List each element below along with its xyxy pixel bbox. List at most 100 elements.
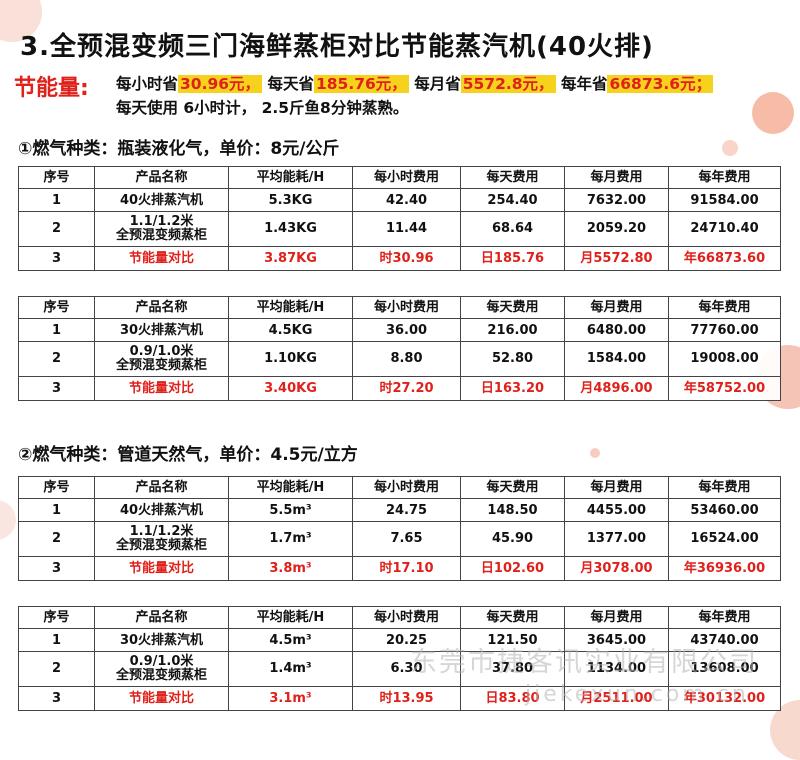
product-type: 全预混变频蒸柜 [115, 228, 207, 243]
header-yearly-cost: 每年费用 [668, 606, 781, 629]
cell-energy: 5.3KG [228, 188, 353, 212]
section-heading-natural-gas: ②燃气种类：管道天然气，单价：4.5元/立方 [18, 445, 358, 465]
day-savings-value: 185.76元， [313, 75, 409, 93]
cell-monthly: 3645.00 [564, 628, 669, 652]
header-monthly-cost: 每月费用 [564, 606, 669, 629]
cell-seq: 3 [18, 376, 95, 401]
page-title: 3.全预混变频三门海鲜蒸柜对比节能蒸汽机(40火排) [20, 32, 654, 62]
savings-summary: 每小时省 30.96元， 每天省 185.76元， 每月省 5572.8元， 每年省 6… [116, 72, 714, 94]
cell-energy: 3.40KG [228, 376, 353, 401]
cell-yearly: 年36936.00 [668, 556, 781, 581]
cell-product: 40火排蒸汽机 [94, 188, 229, 212]
cell-product: 0.9/1.0米 全预混变频蒸柜 [94, 341, 229, 377]
cell-seq: 3 [18, 686, 95, 711]
cell-seq: 1 [18, 188, 95, 212]
product-size: 1.1/1.2米 [129, 524, 194, 539]
table-row-savings: 3 节能量对比 3.87KG 时30.96 日185.76 月5572.80 年… [18, 246, 781, 271]
cell-daily: 日163.20 [460, 376, 565, 401]
cell-energy: 3.1m³ [228, 686, 353, 711]
cell-monthly: 月2511.00 [564, 686, 669, 711]
cell-yearly: 77760.00 [668, 318, 781, 342]
cell-yearly: 年30132.00 [668, 686, 781, 711]
cell-yearly: 16524.00 [668, 521, 781, 557]
header-hourly-cost: 每小时费用 [352, 476, 461, 499]
cell-daily: 45.90 [460, 521, 565, 557]
header-daily-cost: 每天费用 [460, 296, 565, 319]
cell-seq: 3 [18, 556, 95, 581]
product-size: 0.9/1.0米 [129, 344, 194, 359]
cell-hourly: 时30.96 [352, 246, 461, 271]
section-heading-lpg: ①燃气种类：瓶装液化气，单价：8元/公斤 [18, 139, 340, 159]
site-watermark: jiekexun.com.cn [525, 682, 749, 707]
cell-daily: 68.64 [460, 211, 565, 247]
cell-monthly: 月5572.80 [564, 246, 669, 271]
cell-hourly: 24.75 [352, 498, 461, 522]
cell-product: 节能量对比 [94, 686, 229, 711]
cell-product: 30火排蒸汽机 [94, 628, 229, 652]
cell-monthly: 月3078.00 [564, 556, 669, 581]
cell-energy: 5.5m³ [228, 498, 353, 522]
cell-product: 0.9/1.0米 全预混变频蒸柜 [94, 651, 229, 687]
table-row-savings: 3 节能量对比 3.40KG 时27.20 日163.20 月4896.00 年… [18, 376, 781, 401]
header-seq: 序号 [18, 166, 95, 189]
cell-yearly: 24710.40 [668, 211, 781, 247]
hour-savings-value: 30.96元， [178, 75, 263, 93]
cell-hourly: 7.65 [352, 521, 461, 557]
cell-seq: 3 [18, 246, 95, 271]
table-header-row: 序号 产品名称 平均能耗/H 每小时费用 每天费用 每月费用 每年费用 [18, 166, 781, 189]
table-row: 1 30火排蒸汽机 4.5m³ 20.25 121.50 3645.00 437… [18, 628, 781, 652]
table-header-row: 序号 产品名称 平均能耗/H 每小时费用 每天费用 每月费用 每年费用 [18, 476, 781, 499]
month-savings-value: 5572.8元， [460, 75, 556, 93]
cell-hourly: 36.00 [352, 318, 461, 342]
table-row: 1 40火排蒸汽机 5.3KG 42.40 254.40 7632.00 915… [18, 188, 781, 212]
cell-hourly: 42.40 [352, 188, 461, 212]
cell-daily: 254.40 [460, 188, 565, 212]
header-product: 产品名称 [94, 166, 229, 189]
cell-daily: 日83.80 [460, 686, 565, 711]
cell-seq: 2 [18, 521, 95, 557]
header-seq: 序号 [18, 606, 95, 629]
header-hourly-cost: 每小时费用 [352, 296, 461, 319]
cell-monthly: 月4896.00 [564, 376, 669, 401]
cell-product: 1.1/1.2米 全预混变频蒸柜 [94, 211, 229, 247]
cell-yearly: 43740.00 [668, 628, 781, 652]
header-monthly-cost: 每月费用 [564, 166, 669, 189]
cell-yearly: 91584.00 [668, 188, 781, 212]
table-row: 2 1.1/1.2米 全预混变频蒸柜 1.7m³ 7.65 45.90 1377.… [18, 521, 781, 557]
cell-monthly: 1584.00 [564, 341, 669, 377]
year-savings-prefix: 每年省 [560, 75, 608, 93]
cell-daily: 37.80 [460, 651, 565, 687]
cell-monthly: 7632.00 [564, 188, 669, 212]
decorative-circle [752, 92, 794, 134]
cell-monthly: 4455.00 [564, 498, 669, 522]
header-yearly-cost: 每年费用 [668, 476, 781, 499]
cell-daily: 日102.60 [460, 556, 565, 581]
cell-product: 30火排蒸汽机 [94, 318, 229, 342]
header-yearly-cost: 每年费用 [668, 166, 781, 189]
header-energy: 平均能耗/H [228, 606, 353, 629]
cell-energy: 4.5KG [228, 318, 353, 342]
hour-savings-prefix: 每小时省 [116, 75, 179, 93]
cell-product: 1.1/1.2米 全预混变频蒸柜 [94, 521, 229, 557]
cell-yearly: 53460.00 [668, 498, 781, 522]
table-header-row: 序号 产品名称 平均能耗/H 每小时费用 每天费用 每月费用 每年费用 [18, 606, 781, 629]
cell-monthly: 1134.00 [564, 651, 669, 687]
cell-yearly: 年58752.00 [668, 376, 781, 401]
company-watermark: 东莞市捷客讯实业有限公司 [410, 647, 758, 678]
cell-daily: 216.00 [460, 318, 565, 342]
header-daily-cost: 每天费用 [460, 166, 565, 189]
table-row: 1 40火排蒸汽机 5.5m³ 24.75 148.50 4455.00 534… [18, 498, 781, 522]
header-seq: 序号 [18, 296, 95, 319]
product-size: 1.1/1.2米 [129, 214, 194, 229]
cell-energy: 4.5m³ [228, 628, 353, 652]
cell-seq: 1 [18, 628, 95, 652]
product-type: 全预混变频蒸柜 [115, 538, 207, 553]
cell-energy: 1.10KG [228, 341, 353, 377]
cell-monthly: 2059.20 [564, 211, 669, 247]
cell-hourly: 8.80 [352, 341, 461, 377]
cell-daily: 148.50 [460, 498, 565, 522]
month-savings-prefix: 每月省 [414, 75, 461, 93]
cell-monthly: 1377.00 [564, 521, 669, 557]
cell-product: 节能量对比 [94, 556, 229, 581]
comparison-table-3: 序号 产品名称 平均能耗/H 每小时费用 每天费用 每月费用 每年费用 1 40… [18, 476, 781, 581]
